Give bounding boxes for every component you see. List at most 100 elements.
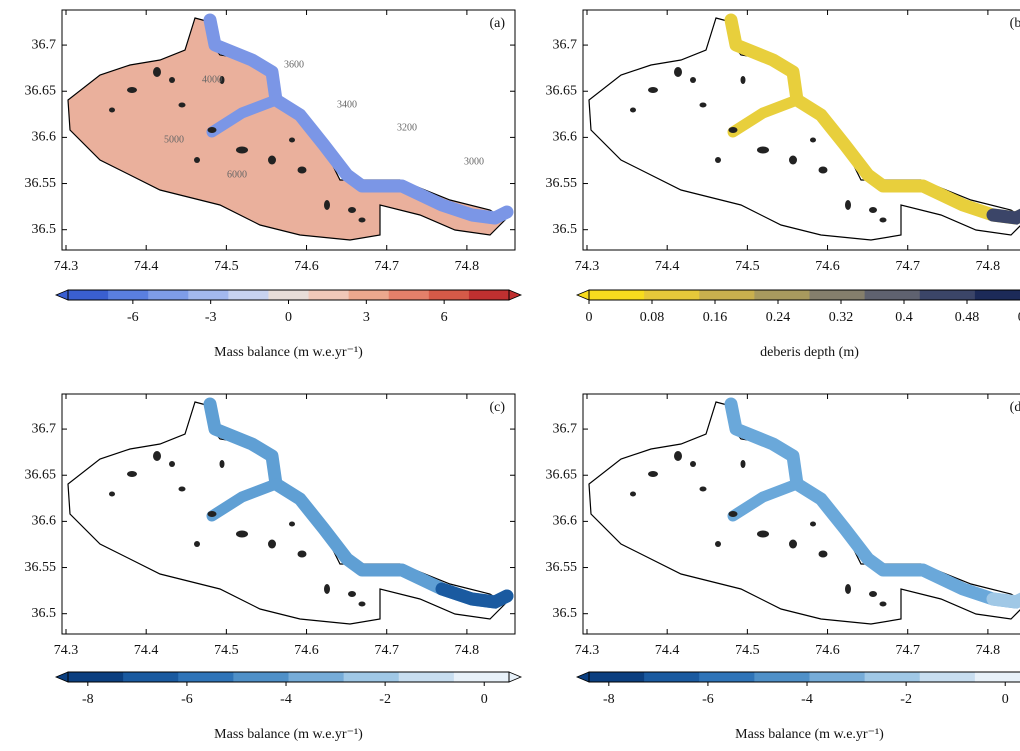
rock-outcrop bbox=[879, 217, 887, 223]
rock-outcrop bbox=[879, 601, 887, 607]
x-tick-label: 74.7 bbox=[895, 259, 920, 274]
colorbar-label: deberis depth (m) bbox=[760, 345, 859, 360]
x-tick-label: 74.5 bbox=[214, 643, 239, 658]
panel-label: (a) bbox=[489, 16, 505, 31]
colorbar-segment bbox=[754, 672, 810, 682]
x-tick-label: 74.7 bbox=[895, 643, 920, 658]
rock-outcrop bbox=[715, 157, 721, 163]
colorbar-segment bbox=[268, 290, 310, 300]
colorbar-arrow-right bbox=[508, 289, 523, 301]
y-tick-label: 36.55 bbox=[546, 560, 578, 575]
rock-outcrop bbox=[818, 550, 828, 558]
weak-melt bbox=[986, 592, 1020, 609]
x-tick-label: 74.4 bbox=[134, 643, 159, 658]
colorbar-segment bbox=[108, 290, 149, 300]
colorbar-arrow-left bbox=[575, 671, 590, 683]
rock-outcrop bbox=[289, 137, 295, 143]
colorbar-tick-label: 0.08 bbox=[640, 310, 665, 325]
rock-outcrop bbox=[289, 521, 295, 527]
rock-outcrop bbox=[358, 217, 366, 223]
y-tick-label: 36.65 bbox=[546, 83, 578, 98]
colorbar-segment bbox=[754, 290, 810, 300]
y-tick-label: 36.65 bbox=[25, 467, 57, 482]
rock-outcrop bbox=[236, 530, 248, 538]
colorbar-segment bbox=[919, 290, 976, 300]
rock-outcrop bbox=[690, 77, 696, 83]
colorbar-tick-label: -3 bbox=[205, 310, 217, 325]
colorbar-tick-label: 0 bbox=[285, 310, 292, 325]
x-tick-label: 74.3 bbox=[54, 643, 79, 658]
colorbar-segment bbox=[68, 290, 109, 300]
plot-frame bbox=[61, 9, 516, 251]
rock-outcrop bbox=[178, 486, 186, 492]
colorbar-segment bbox=[974, 290, 1020, 300]
colorbar-segment bbox=[68, 672, 124, 682]
rock-outcrop bbox=[348, 207, 356, 213]
rock-outcrop bbox=[324, 200, 330, 210]
x-tick-label: 74.6 bbox=[294, 643, 319, 658]
colorbar-segment bbox=[288, 672, 345, 682]
colorbar-segment bbox=[809, 672, 866, 682]
rock-outcrop bbox=[630, 107, 636, 113]
colorbar-tick-label: -4 bbox=[280, 692, 292, 707]
debris-tongue-branch bbox=[727, 478, 803, 522]
colorbar-segment bbox=[809, 290, 866, 300]
rock-outcrop bbox=[207, 127, 217, 133]
colorbar-segment bbox=[919, 672, 976, 682]
rock-outcrop bbox=[728, 511, 738, 517]
rock-outcrop bbox=[236, 146, 248, 154]
rock-outcrop bbox=[324, 584, 330, 594]
colorbar-segment bbox=[123, 672, 179, 682]
debris-tongue bbox=[203, 13, 514, 225]
rock-outcrop bbox=[194, 157, 200, 163]
contour-label: 3200 bbox=[397, 122, 417, 133]
y-tick-label: 36.7 bbox=[32, 421, 57, 436]
colorbar-tick-label: 0.56 bbox=[1018, 310, 1020, 325]
rock-outcrop bbox=[169, 77, 175, 83]
colorbar-segment bbox=[343, 672, 400, 682]
y-tick-label: 36.55 bbox=[25, 176, 57, 191]
colorbar-segment bbox=[974, 672, 1020, 682]
rock-outcrop bbox=[757, 146, 769, 154]
rock-outcrop bbox=[845, 200, 851, 210]
rock-outcrop bbox=[127, 471, 137, 477]
rock-outcrop bbox=[153, 67, 161, 77]
colorbar-tick-label: 0.4 bbox=[895, 310, 913, 325]
colorbar-segment bbox=[699, 672, 755, 682]
rock-outcrop bbox=[348, 591, 356, 597]
colorbar-segment bbox=[398, 672, 455, 682]
debris-tongue-branch bbox=[727, 94, 803, 138]
rock-outcrop bbox=[740, 76, 746, 84]
colorbar-segment bbox=[388, 290, 430, 300]
colorbar-tick-label: 6 bbox=[441, 310, 448, 325]
contour-label: 6000 bbox=[227, 169, 247, 180]
rock-outcrop bbox=[268, 155, 276, 165]
colorbar-segment bbox=[864, 290, 921, 300]
colorbar-frame bbox=[67, 671, 510, 683]
colorbar-tick-label: 0.32 bbox=[829, 310, 854, 325]
colorbar-tick-label: 0.24 bbox=[766, 310, 791, 325]
colorbar-segment bbox=[644, 672, 700, 682]
rock-outcrop bbox=[715, 541, 721, 547]
rock-outcrop bbox=[169, 461, 175, 467]
rock-outcrop bbox=[153, 451, 161, 461]
rock-outcrop bbox=[869, 207, 877, 213]
colorbar-tick-label: 3 bbox=[363, 310, 370, 325]
x-tick-label: 74.3 bbox=[575, 259, 600, 274]
colorbar-arrow-left bbox=[575, 289, 590, 301]
x-tick-label: 74.3 bbox=[575, 643, 600, 658]
x-tick-label: 74.8 bbox=[976, 259, 1001, 274]
x-tick-label: 74.4 bbox=[655, 259, 680, 274]
colorbar-tick-label: -2 bbox=[900, 692, 912, 707]
rock-outcrop bbox=[109, 107, 115, 113]
colorbar-segment bbox=[468, 290, 510, 300]
rock-outcrop bbox=[789, 539, 797, 549]
colorbar-segment bbox=[699, 290, 755, 300]
rock-outcrop bbox=[297, 166, 307, 174]
rock-outcrop bbox=[358, 601, 366, 607]
colorbar-tick-label: -4 bbox=[801, 692, 813, 707]
colorbar-arrow-left bbox=[54, 289, 69, 301]
map-panel: (d) 74.3 74.4 74.5 74.6 74.7 74.8 36.5 36.55 36.6… bbox=[546, 393, 1020, 658]
rock-outcrop bbox=[674, 67, 682, 77]
rock-outcrop bbox=[740, 460, 746, 468]
